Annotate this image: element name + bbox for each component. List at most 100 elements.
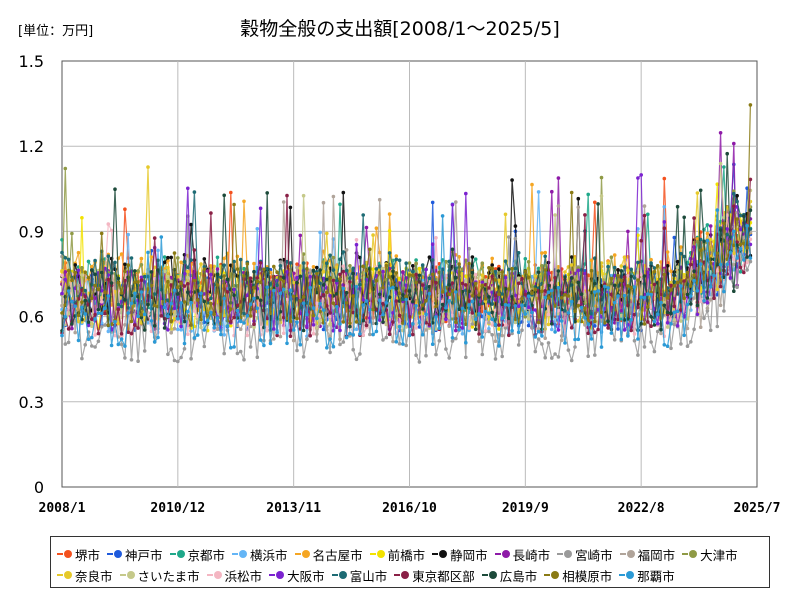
data-point — [622, 265, 627, 269]
data-point — [93, 345, 97, 349]
data-point — [235, 303, 240, 308]
data-point — [222, 333, 226, 337]
data-point — [662, 343, 667, 347]
data-point — [526, 317, 531, 321]
data-point — [245, 314, 250, 318]
data-point — [649, 292, 653, 297]
data-point — [715, 208, 720, 212]
data-point — [490, 274, 495, 279]
data-point — [467, 326, 471, 330]
data-point — [407, 333, 412, 338]
legend-label: 那覇市 — [637, 568, 675, 584]
data-point — [325, 261, 329, 266]
data-point — [718, 284, 723, 289]
data-point — [659, 300, 663, 305]
data-point — [186, 275, 190, 280]
data-point — [281, 276, 286, 280]
data-point — [679, 284, 683, 288]
data-point — [126, 311, 130, 315]
data-point — [361, 318, 366, 323]
data-point — [424, 299, 428, 303]
data-point — [252, 269, 256, 274]
data-point — [152, 303, 157, 308]
data-point — [437, 265, 442, 270]
data-point — [593, 324, 597, 328]
data-point — [457, 262, 461, 266]
data-point — [513, 304, 518, 308]
data-point — [669, 311, 673, 316]
data-point — [242, 297, 246, 302]
data-point — [523, 312, 528, 316]
data-point — [606, 286, 610, 290]
data-point — [166, 255, 170, 260]
data-point — [497, 264, 501, 269]
data-point — [401, 293, 405, 297]
data-point — [205, 318, 210, 323]
data-point — [116, 281, 121, 285]
data-point — [63, 277, 68, 282]
data-point — [341, 340, 346, 344]
data-point — [142, 328, 147, 332]
data-point — [675, 265, 680, 270]
legend-swatch-dot — [213, 571, 222, 579]
data-point — [166, 314, 170, 319]
data-point — [490, 310, 495, 315]
data-point — [573, 345, 577, 349]
data-point — [136, 280, 140, 284]
data-point — [599, 194, 604, 198]
data-point — [497, 278, 501, 283]
data-point — [725, 232, 729, 237]
data-point — [586, 354, 590, 359]
data-point — [139, 278, 144, 283]
data-point — [675, 259, 680, 264]
data-point — [487, 266, 491, 270]
data-point — [371, 267, 375, 272]
y-tick-label: 0.9 — [19, 222, 44, 241]
data-point — [381, 269, 385, 274]
data-point — [361, 298, 366, 302]
data-point — [66, 305, 71, 309]
data-point — [698, 248, 703, 252]
data-point — [321, 327, 326, 332]
data-point — [258, 285, 263, 290]
data-point — [612, 265, 617, 270]
data-point — [642, 213, 647, 218]
data-point — [338, 322, 342, 326]
data-point — [450, 202, 455, 207]
data-point — [60, 269, 64, 273]
data-point — [665, 344, 670, 349]
legend-swatch-line — [557, 553, 564, 555]
data-point — [516, 343, 521, 347]
data-point — [622, 255, 627, 260]
data-point — [414, 353, 418, 358]
data-point — [258, 206, 263, 211]
data-point — [268, 341, 273, 346]
data-point — [348, 324, 352, 329]
data-point — [569, 255, 574, 259]
data-point — [636, 176, 640, 180]
data-point — [460, 332, 465, 336]
data-point — [675, 204, 680, 209]
data-point — [646, 305, 650, 309]
data-point — [626, 229, 630, 234]
data-point — [745, 268, 749, 272]
data-point — [685, 302, 690, 307]
data-point — [543, 254, 547, 259]
data-point — [662, 300, 667, 305]
data-point — [394, 286, 399, 291]
data-point — [189, 323, 193, 327]
legend-swatch-dot — [626, 550, 635, 558]
data-point — [606, 326, 610, 330]
data-point — [308, 302, 313, 306]
data-point — [152, 292, 157, 296]
data-point — [586, 322, 590, 326]
data-point — [142, 349, 147, 353]
data-point — [553, 285, 557, 290]
data-point — [411, 269, 415, 274]
y-tick-label: 0.6 — [19, 308, 44, 327]
data-point — [229, 307, 233, 311]
data-point — [404, 325, 409, 329]
data-point — [430, 200, 435, 205]
data-point — [526, 319, 531, 324]
data-point — [516, 281, 521, 286]
